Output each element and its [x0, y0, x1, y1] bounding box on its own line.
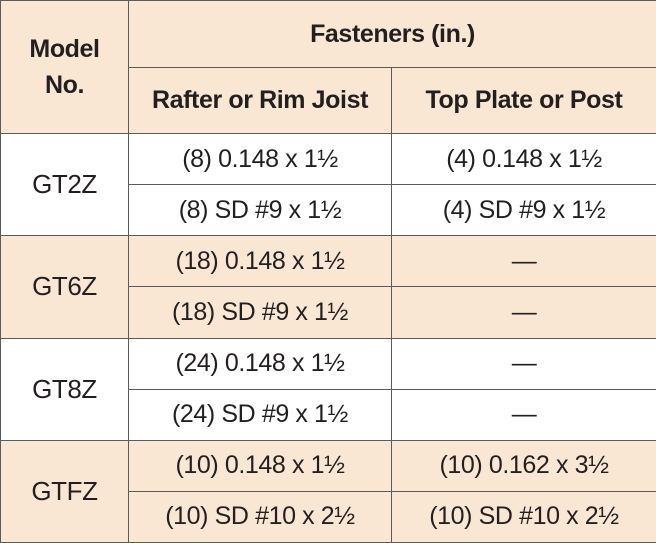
table-row: GT6Z (18) 0.148 x 1½ —: [0, 235, 656, 339]
table-row: GTFZ (10) 0.148 x 1½ (10) 0.162 x 3½: [0, 439, 656, 543]
model-cell: GT6Z: [0, 235, 129, 339]
table-row: GT2Z (8) 0.148 x 1½ (4) 0.148 x 1½: [0, 132, 656, 237]
top-plate-fastener-cell: —: [391, 235, 656, 288]
top-plate-fastener-cell: (4) 0.148 x 1½: [391, 132, 656, 186]
model-cell: GTFZ: [0, 439, 129, 543]
rafter-fastener-cell: (8) 0.148 x 1½: [128, 132, 392, 186]
table-row: (24) SD #9 x 1½ —: [0, 388, 656, 441]
rafter-fastener-cell: (10) SD #10 x 2½: [128, 490, 392, 543]
rafter-fastener-cell: (24) 0.148 x 1½: [128, 337, 392, 390]
top-plate-fastener-cell: —: [391, 286, 656, 339]
top-plate-fastener-cell: —: [391, 337, 656, 390]
top-plate-fastener-cell: (4) SD #9 x 1½: [391, 184, 656, 237]
rafter-fastener-cell: (10) 0.148 x 1½: [128, 439, 392, 492]
top-plate-fastener-cell: (10) 0.162 x 3½: [391, 439, 656, 492]
rafter-fastener-cell: (24) SD #9 x 1½: [128, 388, 392, 441]
header-rafter-or-rim-joist: Rafter or Rim Joist: [128, 67, 392, 134]
top-plate-fastener-cell: (10) SD #10 x 2½: [391, 490, 656, 543]
table-row: GT8Z (24) 0.148 x 1½ —: [0, 337, 656, 441]
rafter-fastener-cell: (18) 0.148 x 1½: [128, 235, 392, 288]
header-top-plate-or-post: Top Plate or Post: [391, 67, 656, 134]
rafter-fastener-cell: (18) SD #9 x 1½: [128, 286, 392, 339]
top-plate-fastener-cell: —: [391, 388, 656, 441]
model-cell: GT8Z: [0, 337, 129, 441]
model-cell: GT2Z: [0, 132, 129, 237]
header-model-no: Model No.: [0, 0, 129, 134]
rafter-fastener-cell: (8) SD #9 x 1½: [128, 184, 392, 237]
header-fasteners: Fasteners (in.): [128, 0, 656, 68]
